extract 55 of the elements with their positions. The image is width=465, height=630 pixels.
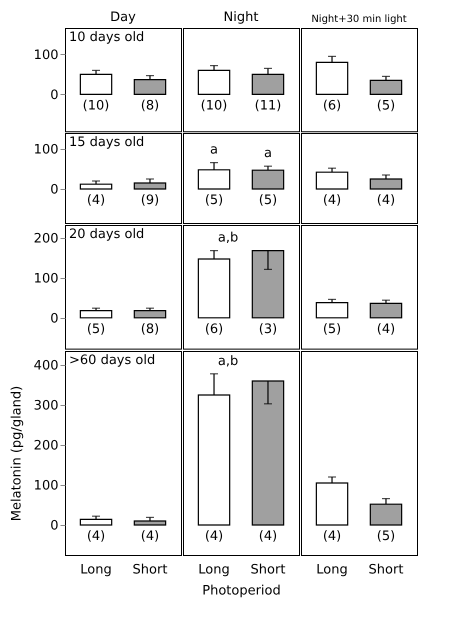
x-tick-label: Short: [250, 562, 286, 578]
y-tick-label: 100: [34, 271, 58, 286]
annotation: (5): [376, 98, 396, 114]
y-tick-label: 100: [34, 142, 58, 158]
annotation: (10): [200, 98, 228, 114]
annotation: 20 days old: [69, 227, 144, 242]
annotation: a,b: [218, 230, 238, 246]
chart-title: Night+30 min light: [311, 14, 407, 25]
annotation: 10 days old: [69, 30, 144, 45]
annotation: a: [264, 146, 272, 162]
x-tick-label: Long: [316, 562, 348, 578]
annotation: (6): [322, 98, 342, 114]
annotation: (9): [140, 193, 160, 208]
y-axis-title: Melatonin (pg/gland): [10, 386, 24, 522]
annotation: >60 days old: [69, 353, 156, 368]
annotation: (4): [322, 529, 342, 544]
y-tick-label: 200: [34, 438, 58, 454]
annotation: (11): [254, 98, 282, 114]
annotation: (4): [204, 529, 224, 544]
x-tick-label: Short: [132, 562, 168, 578]
annotation: (5): [204, 193, 224, 208]
annotation: (8): [140, 322, 160, 337]
annotation: (10): [82, 98, 110, 114]
x-axis-title: Photoperiod: [202, 584, 281, 598]
y-tick-label: 200: [34, 231, 58, 246]
annotation: (4): [140, 529, 160, 544]
annotation: 15 days old: [69, 135, 144, 150]
y-tick-label: 0: [50, 311, 58, 326]
annotation: (5): [376, 529, 396, 544]
annotation: (5): [86, 322, 106, 337]
y-tick-label: 0: [50, 88, 58, 103]
y-tick-label: 0: [50, 182, 58, 198]
annotation: a: [210, 142, 218, 158]
chart-title: Day: [110, 10, 136, 25]
annotation: (4): [86, 529, 106, 544]
chart-title: Night: [224, 10, 258, 25]
annotation: (4): [376, 193, 396, 208]
annotation: (4): [322, 193, 342, 208]
y-tick-label: 300: [34, 398, 58, 414]
y-tick-label: 100: [34, 48, 58, 63]
annotation: a,b: [218, 354, 238, 369]
annotation: (5): [258, 193, 278, 208]
annotation: (4): [86, 193, 106, 208]
annotation: (3): [258, 322, 278, 337]
x-tick-label: Short: [368, 562, 404, 578]
y-tick-label: 0: [50, 518, 58, 534]
x-tick-label: Long: [198, 562, 230, 578]
y-tick-label: 100: [34, 478, 58, 494]
x-tick-label: Long: [80, 562, 112, 578]
y-tick-label: 400: [34, 358, 58, 374]
annotation: (6): [204, 322, 224, 337]
annotation: (4): [376, 322, 396, 337]
annotation: (8): [140, 98, 160, 114]
annotation: (5): [322, 322, 342, 337]
annotation: (4): [258, 529, 278, 544]
